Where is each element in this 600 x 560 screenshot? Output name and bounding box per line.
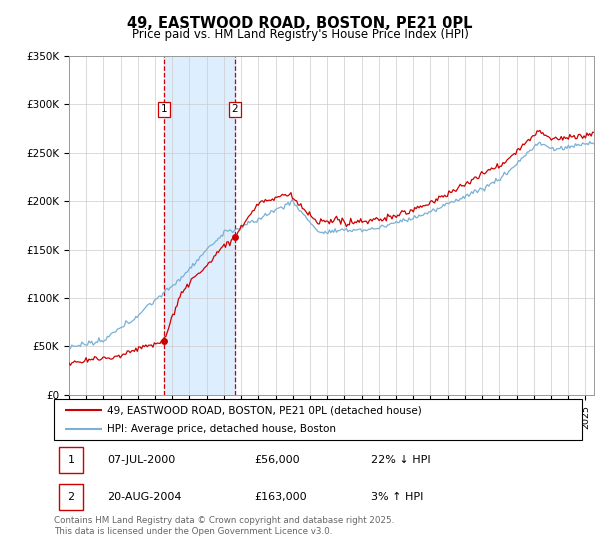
Text: 20-AUG-2004: 20-AUG-2004 — [107, 492, 181, 502]
Text: 2: 2 — [68, 492, 75, 502]
Text: £56,000: £56,000 — [254, 455, 300, 465]
Text: 3% ↑ HPI: 3% ↑ HPI — [371, 492, 423, 502]
Text: 49, EASTWOOD ROAD, BOSTON, PE21 0PL: 49, EASTWOOD ROAD, BOSTON, PE21 0PL — [127, 16, 473, 31]
Text: Price paid vs. HM Land Registry's House Price Index (HPI): Price paid vs. HM Land Registry's House … — [131, 28, 469, 41]
Text: Contains HM Land Registry data © Crown copyright and database right 2025.
This d: Contains HM Land Registry data © Crown c… — [54, 516, 394, 536]
Bar — [164, 56, 235, 395]
Text: 1: 1 — [161, 104, 167, 114]
Bar — [59, 447, 83, 473]
Text: 2: 2 — [232, 104, 238, 114]
Bar — [59, 484, 83, 510]
Text: 49, EASTWOOD ROAD, BOSTON, PE21 0PL (detached house): 49, EASTWOOD ROAD, BOSTON, PE21 0PL (det… — [107, 405, 422, 415]
Text: HPI: Average price, detached house, Boston: HPI: Average price, detached house, Bost… — [107, 424, 336, 433]
Text: £163,000: £163,000 — [254, 492, 307, 502]
Text: 07-JUL-2000: 07-JUL-2000 — [107, 455, 175, 465]
Text: 22% ↓ HPI: 22% ↓ HPI — [371, 455, 430, 465]
Text: 1: 1 — [68, 455, 74, 465]
